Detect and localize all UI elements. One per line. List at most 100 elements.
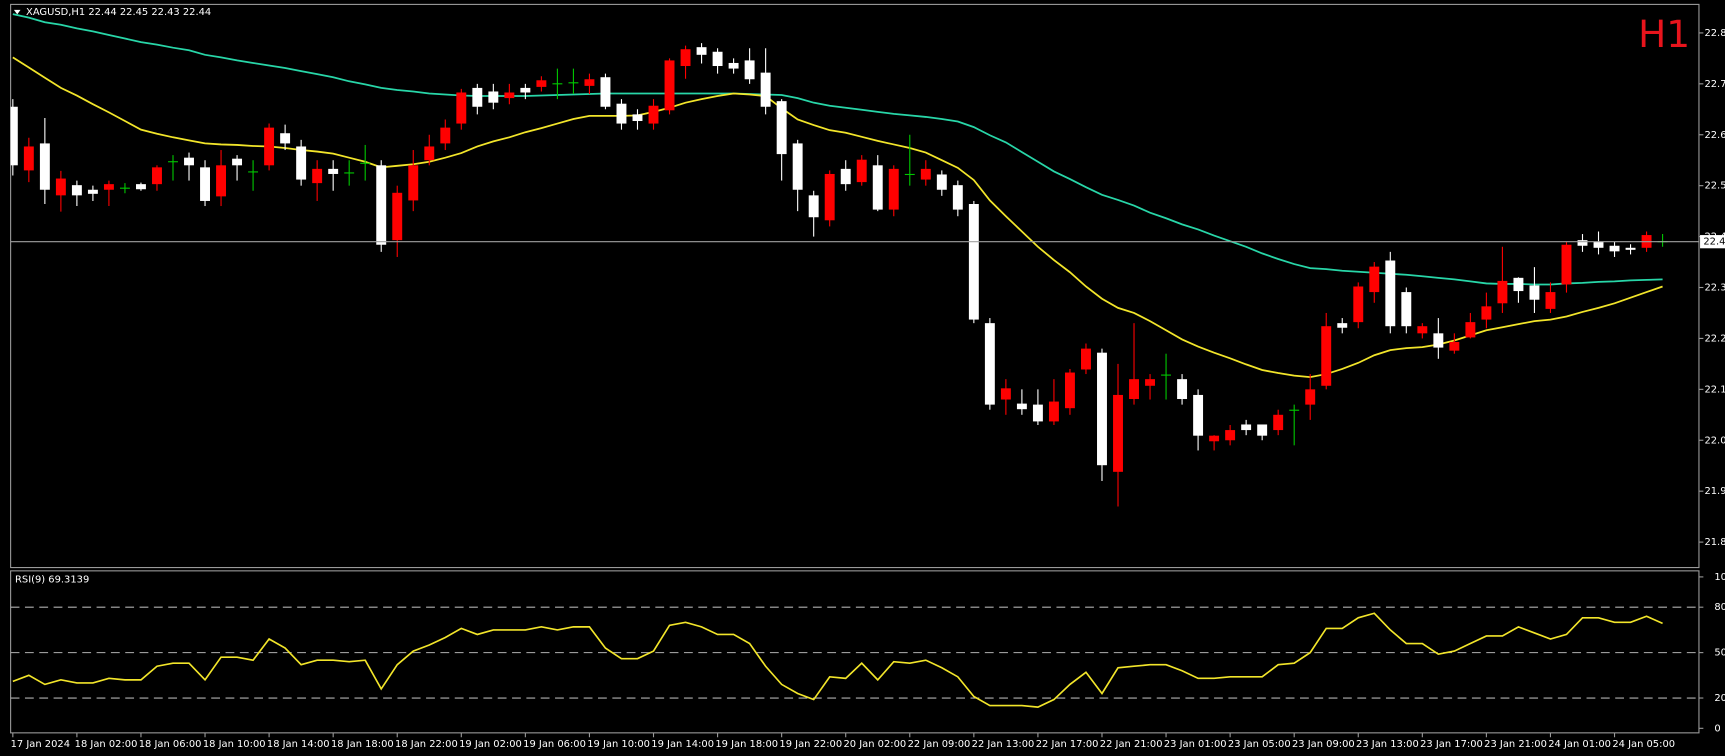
rsi-line (12, 612, 1663, 708)
candle-body (424, 146, 435, 161)
candle-body (728, 62, 739, 69)
y-tick-label: 22.75 (1704, 79, 1725, 90)
candle-body (280, 133, 291, 144)
candle-body (488, 91, 499, 103)
candle-body (1048, 401, 1059, 422)
main-plot (10, 13, 1699, 507)
candle-body (744, 60, 755, 80)
candle-body (712, 51, 723, 67)
x-tick-label: 24 Jan 01:00 (1548, 739, 1611, 750)
x-tick-label: 19 Jan 06:00 (523, 739, 586, 750)
x-tick-label: 23 Jan 13:00 (1356, 739, 1419, 750)
main-panel-frame (10, 3, 1700, 569)
x-tick-label: 18 Jan 06:00 (139, 739, 202, 750)
candle-body (1273, 414, 1284, 431)
candle-body (664, 60, 675, 111)
candle-body (1193, 394, 1204, 436)
x-tick-label: 23 Jan 21:00 (1484, 739, 1547, 750)
candle-body (632, 114, 643, 122)
x-tick-label: 19 Jan 18:00 (715, 739, 778, 750)
y-tick-label: 22.65 (1704, 130, 1725, 141)
candle-body (1545, 292, 1556, 309)
x-tick-label: 18 Jan 14:00 (267, 739, 330, 750)
candle-body (1129, 379, 1139, 400)
candle-body (1353, 286, 1364, 323)
y-tick-label: 22.55 (1704, 181, 1725, 192)
y-tick-label: 80 (1714, 602, 1725, 613)
candle-body (792, 143, 803, 190)
x-tick-label: 18 Jan 10:00 (203, 739, 266, 750)
x-tick-label: 22 Jan 17:00 (1036, 739, 1099, 750)
candle-body (71, 185, 82, 196)
x-tick-label: 23 Jan 17:00 (1420, 739, 1483, 750)
x-tick-label: 24 Jan 05:00 (1612, 739, 1675, 750)
candle-body (808, 195, 819, 218)
y-tick-label: 21.85 (1704, 537, 1725, 548)
y-tick-label: 20 (1714, 693, 1725, 704)
x-tick-label: 19 Jan 22:00 (779, 739, 842, 750)
candle-body (1113, 394, 1123, 472)
candle-body (1481, 306, 1492, 320)
candle-body (1369, 266, 1380, 293)
candle-body (328, 168, 339, 174)
y-tick-label: 22.25 (1704, 333, 1725, 344)
candle-body (1609, 245, 1620, 252)
x-tick-label: 23 Jan 09:00 (1292, 739, 1355, 750)
x-tick-label: 23 Jan 01:00 (1164, 739, 1227, 750)
candle-body (440, 127, 451, 144)
candle-body (1016, 403, 1027, 410)
candle-body (840, 168, 851, 185)
candle-body (296, 146, 307, 180)
candle-body (216, 165, 227, 197)
chart-title: XAGUSD,H1 22.44 22.45 22.43 22.44 (26, 7, 211, 18)
candle-body (1449, 341, 1460, 351)
candle-body (1529, 285, 1540, 300)
candle-body (312, 168, 323, 184)
candle-body (1177, 379, 1188, 400)
candle-body (952, 185, 963, 210)
candle-body (1225, 430, 1236, 441)
rsi-plot (10, 606, 1699, 708)
candle-body (1209, 435, 1220, 442)
candle-body (200, 167, 210, 201)
candle-body (87, 189, 98, 194)
candle-body (10, 106, 18, 166)
candle-body (376, 165, 387, 245)
candle-body (984, 323, 995, 405)
candle-body (520, 87, 531, 93)
candle-body (856, 159, 867, 183)
candle-body (1081, 348, 1091, 370)
y-tick-label: 22.05 (1704, 435, 1725, 446)
x-tick-label: 22 Jan 21:00 (1100, 739, 1163, 750)
candle-body (872, 165, 883, 210)
candle-body (696, 47, 707, 55)
candle-body (1337, 323, 1348, 328)
y-tick-label: 21.95 (1704, 486, 1725, 497)
candle-body (152, 167, 162, 185)
candle-body (1401, 292, 1412, 327)
candle-body (776, 101, 787, 155)
x-tick-label: 19 Jan 10:00 (587, 739, 650, 750)
x-tick-label: 22 Jan 13:00 (972, 739, 1035, 750)
candle-body (968, 204, 979, 320)
candle-body (103, 184, 114, 190)
symbol-menu-arrow[interactable] (13, 9, 21, 15)
candle-body (264, 127, 275, 166)
candle-body (392, 192, 403, 241)
candle-body (1625, 247, 1636, 250)
y-tick-label: 50 (1714, 648, 1725, 659)
candle-body (55, 178, 66, 196)
x-tick-label: 19 Jan 02:00 (459, 739, 522, 750)
candle-body (1385, 260, 1396, 327)
candle-body (1465, 322, 1476, 338)
candle-body (1561, 244, 1572, 285)
candle-body (504, 92, 515, 99)
y-tick-label: 22.15 (1704, 384, 1725, 395)
candle-body (648, 105, 659, 124)
candle-body (936, 174, 947, 190)
y-tick-label: 22.35 (1704, 283, 1725, 294)
candle-body (536, 80, 547, 87)
candle-body (1593, 241, 1604, 248)
x-tick-label: 17 Jan 2024 (11, 739, 70, 750)
